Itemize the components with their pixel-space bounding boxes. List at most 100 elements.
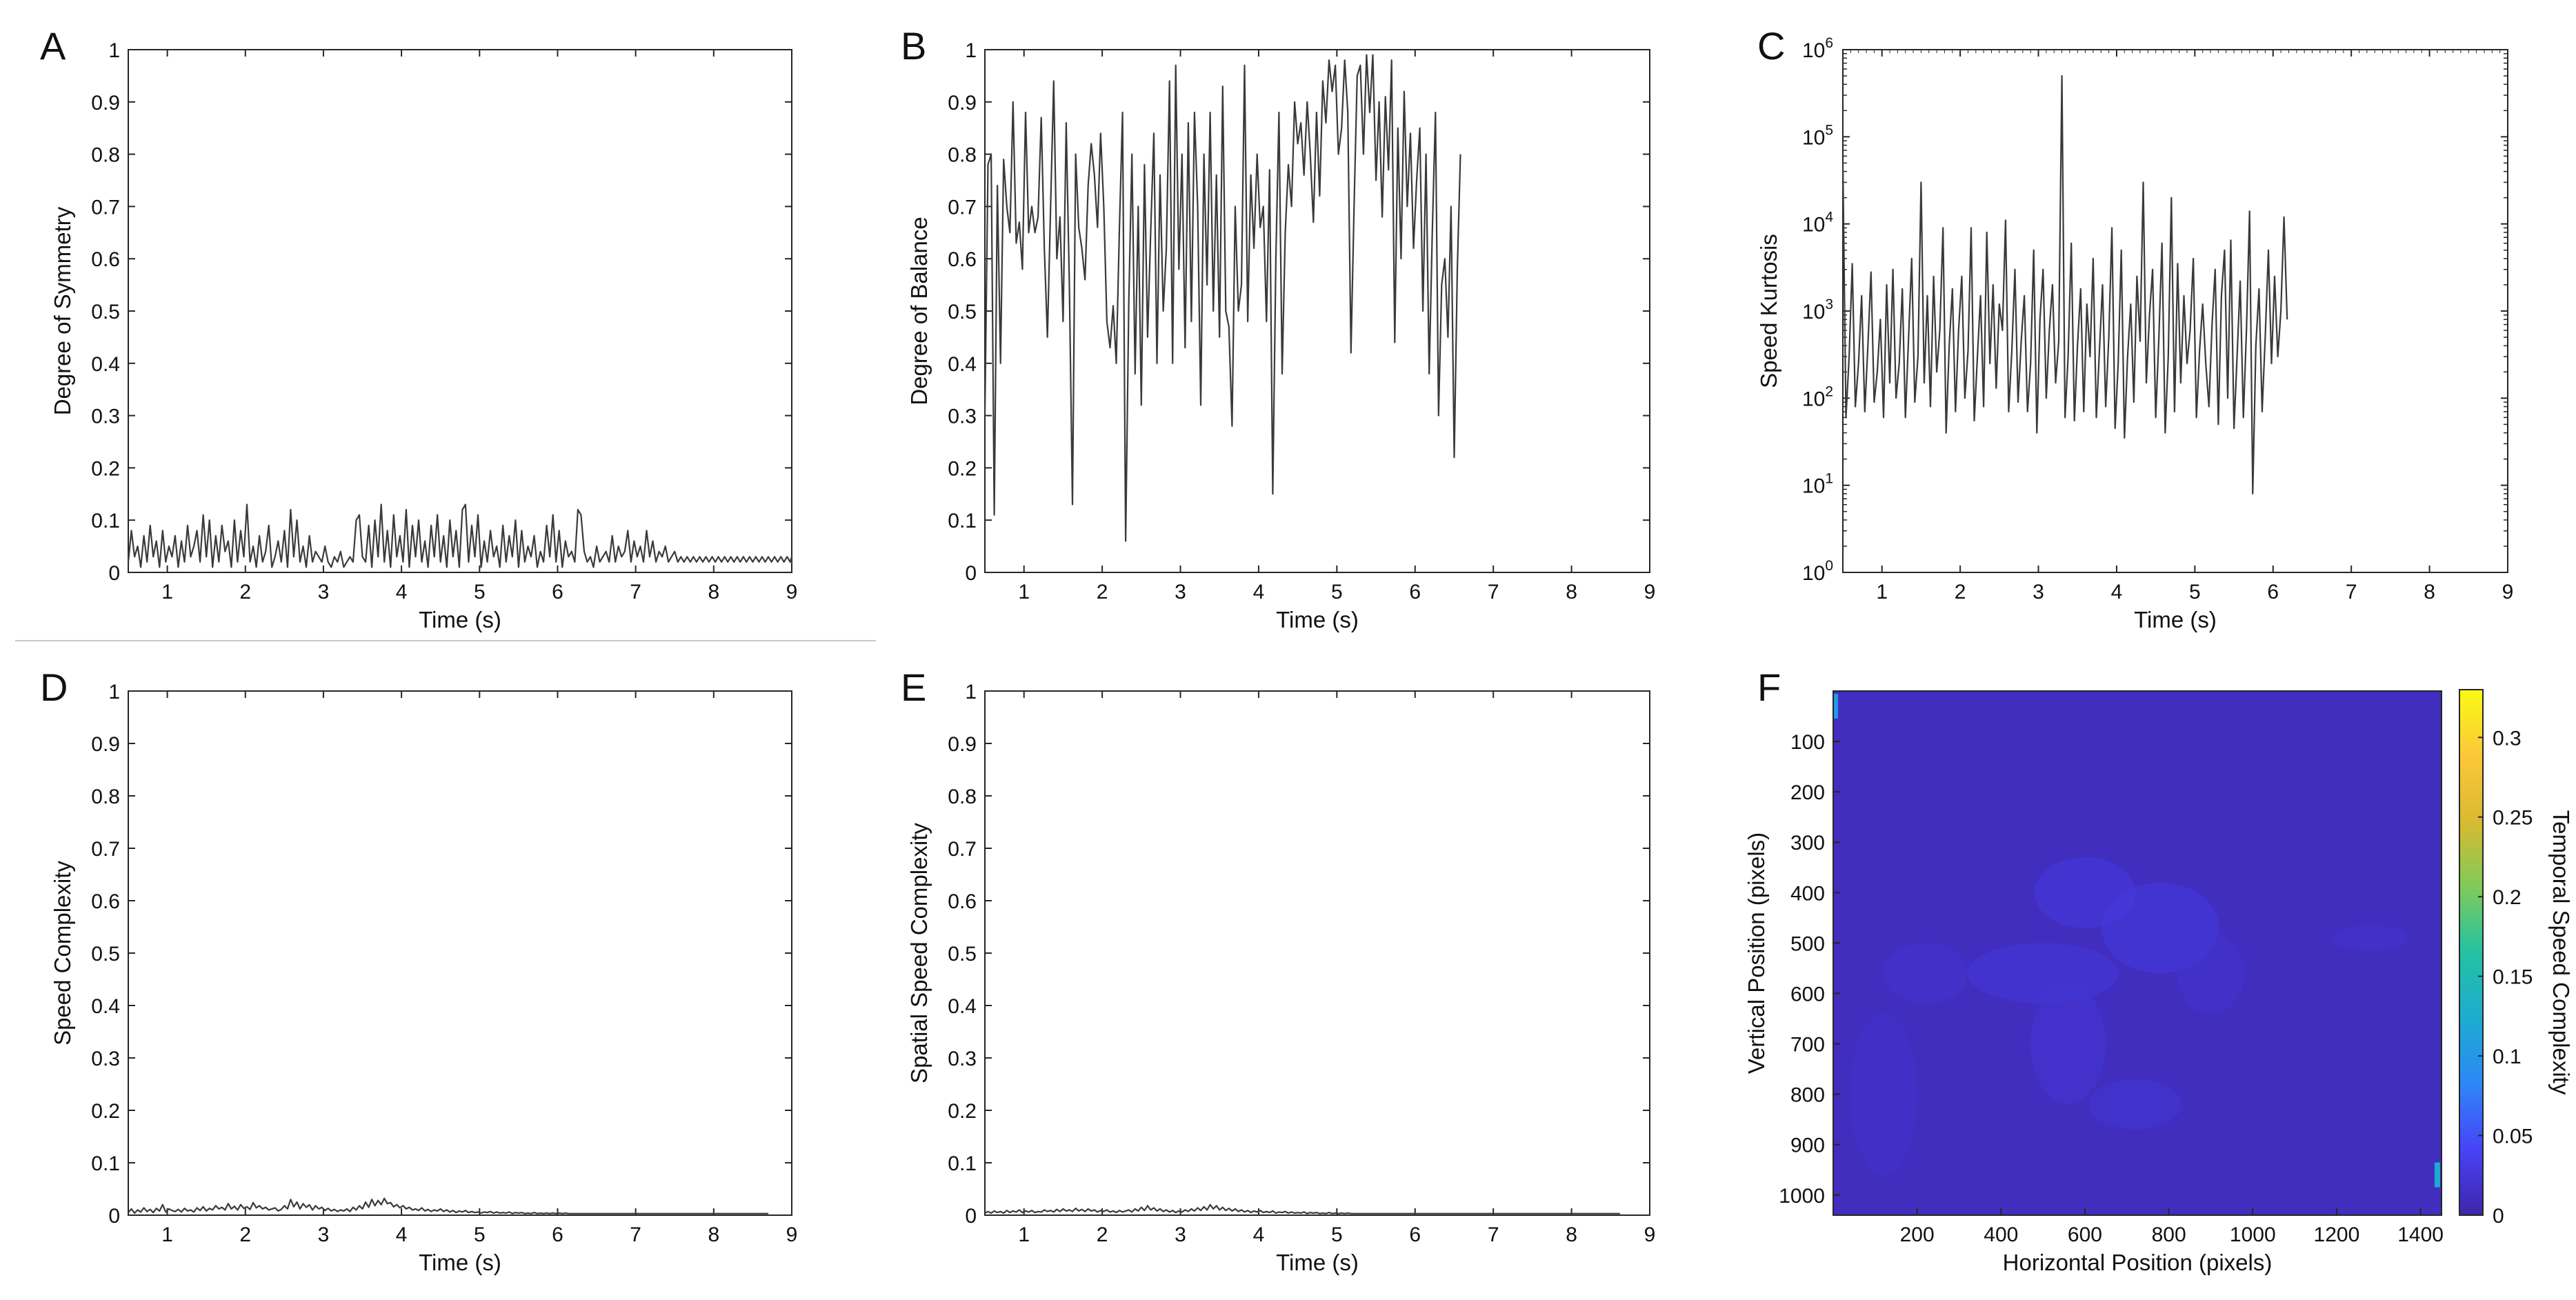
x-tick-label-C: 5: [2189, 581, 2201, 603]
y-tick-label-F: 500: [1790, 932, 1825, 955]
x-tick-label-B: 6: [1409, 581, 1421, 603]
panel-label-A: A: [40, 24, 66, 68]
x-tick-label-F: 1400: [2397, 1223, 2444, 1246]
y-tick-label-C: 102: [1802, 383, 1833, 410]
y-tick-label-A: 1: [108, 39, 120, 62]
x-tick-label-E: 7: [1488, 1223, 1499, 1246]
y-tick-label-F: 600: [1790, 983, 1825, 1006]
y-tick-label-B: 0.7: [948, 196, 977, 219]
x-tick-label-C: 2: [1955, 581, 1966, 603]
panel-E: 1 2 3 4 5 6 7 8 9 0 0.1 0.2 0.3 0.4 0.5 0.6 0.7 0.8 0.9 1 Ti…: [901, 666, 1655, 1275]
y-tick-label-B: 0.6: [948, 248, 977, 271]
x-tick-label-B: 9: [1644, 581, 1656, 603]
panel-F: 200 400 600 800 1000 1200 1400 100 200 300 400 500 6…: [1744, 666, 2574, 1275]
x-tick-label-B: 7: [1488, 581, 1499, 603]
y-tick-label-B: 0.5: [948, 301, 977, 323]
y-axis-label-E: Spatial Speed Complexity: [906, 823, 932, 1083]
x-tick-label-B: 8: [1566, 581, 1577, 603]
panel-B: 1 2 3 4 5 6 7 8 9 0 0.1 0.2 0.3 0.4 0.5 0.6 0.7 0.8 0.9 1 Ti…: [901, 24, 1655, 632]
y-tick-label-B: 1: [965, 39, 977, 62]
y-tick-label-E: 0.2: [948, 1100, 977, 1123]
y-tick-label-B: 0.8: [948, 144, 977, 167]
x-tick-label-A: 7: [630, 581, 641, 603]
x-tick-label-B: 2: [1097, 581, 1108, 603]
heatmap-region: [1850, 1013, 1917, 1175]
y-tick-label-E: 0.5: [948, 943, 977, 966]
y-tick-label-A: 0.9: [91, 92, 120, 114]
x-axis-label-E: Time (s): [1276, 1250, 1359, 1275]
x-tick-label-A: 8: [708, 581, 719, 603]
x-tick-label-A: 5: [474, 581, 486, 603]
y-tick-label-D: 0: [108, 1205, 120, 1228]
y-tick-label-D: 0.7: [91, 838, 120, 861]
x-tick-label-F: 200: [1900, 1223, 1935, 1246]
y-tick-label-E: 0.7: [948, 838, 977, 861]
y-tick-label-F: 1000: [1779, 1185, 1825, 1208]
panel-label-C: C: [1757, 24, 1785, 68]
colorbar: [2459, 689, 2484, 1216]
x-tick-label-C: 7: [2346, 581, 2357, 603]
y-tick-label-A: 0.4: [91, 353, 120, 376]
y-tick-label-B: 0.4: [948, 353, 977, 376]
heatmap-region: [2332, 925, 2408, 951]
y-tick-label-F: 300: [1790, 832, 1825, 854]
heatmap-region: [2177, 932, 2245, 1014]
axes-box-D: [128, 690, 792, 1216]
x-tick-label-A: 6: [552, 581, 563, 603]
y-tick-label-A: 0.8: [91, 144, 120, 167]
x-tick-label-D: 6: [552, 1223, 563, 1246]
y-tick-label-A: 0.6: [91, 248, 120, 271]
y-tick-label-D: 0.2: [91, 1100, 120, 1123]
y-tick-label-A: 0.5: [91, 301, 120, 323]
y-axis-label-D: Speed Complexity: [50, 861, 75, 1046]
x-tick-label-E: 3: [1175, 1223, 1186, 1246]
panel-D: 1 2 3 4 5 6 7 8 9 0 0.1 0.2 0.3 0.4 0.5 0.6 0.7 0.8 0.9 1 Ti…: [40, 666, 797, 1275]
y-tick-label-A: 0.2: [91, 457, 120, 480]
colorbar-tick-label: 0.15: [2493, 966, 2533, 989]
y-tick-label-E: 0.4: [948, 995, 977, 1018]
x-tick-label-D: 7: [630, 1223, 641, 1246]
x-tick-label-C: 8: [2424, 581, 2435, 603]
y-tick-label-C: 106: [1802, 35, 1833, 62]
heatmap-region: [1967, 943, 2119, 1004]
x-tick-label-D: 4: [396, 1223, 408, 1246]
y-tick-label-F: 400: [1790, 882, 1825, 905]
colorbar-tick-label: 0.3: [2493, 727, 2522, 750]
x-tick-label-A: 1: [161, 581, 173, 603]
y-tick-label-D: 0.8: [91, 786, 120, 808]
colorbar-tick-label: 0.05: [2493, 1126, 2533, 1148]
axes-box-A: [128, 49, 792, 573]
colorbar-tick-label: 0.2: [2493, 886, 2522, 909]
y-tick-label-A: 0.7: [91, 196, 120, 219]
y-tick-label-F: 100: [1790, 731, 1825, 754]
x-tick-label-D: 8: [708, 1223, 719, 1246]
x-tick-label-F: 600: [2068, 1223, 2102, 1246]
y-tick-label-E: 0.3: [948, 1048, 977, 1070]
x-tick-label-E: 2: [1097, 1223, 1108, 1246]
y-tick-label-F: 800: [1790, 1084, 1825, 1107]
y-tick-label-E: 0.9: [948, 733, 977, 756]
panel-divider: [15, 640, 876, 641]
y-tick-label-C: 103: [1802, 297, 1833, 323]
axes-box-C: [1842, 49, 2508, 573]
x-tick-label-B: 3: [1175, 581, 1186, 603]
x-tick-label-C: 9: [2502, 581, 2514, 603]
y-tick-label-B: 0.9: [948, 92, 977, 114]
y-tick-label-F: 700: [1790, 1034, 1825, 1057]
x-axis-label-C: Time (s): [2134, 607, 2217, 632]
x-axis-label-A: Time (s): [419, 607, 501, 632]
colorbar-tick-label: 0: [2493, 1205, 2504, 1228]
colorbar-tick-label: 0.1: [2493, 1046, 2522, 1068]
heatmap-region: [2030, 983, 2106, 1105]
x-tick-label-F: 400: [1984, 1223, 2018, 1246]
axes-box-F: [1833, 690, 2442, 1216]
series-line-C: [1841, 74, 2288, 495]
y-tick-label-E: 1: [965, 681, 977, 703]
x-axis-label-B: Time (s): [1276, 607, 1359, 632]
axes-box-E: [984, 690, 1650, 1216]
x-axis-label-F: Horizontal Position (pixels): [2003, 1250, 2273, 1275]
y-tick-label-E: 0: [965, 1205, 977, 1228]
y-tick-label-F: 200: [1790, 781, 1825, 804]
y-tick-label-C: 105: [1802, 122, 1833, 149]
